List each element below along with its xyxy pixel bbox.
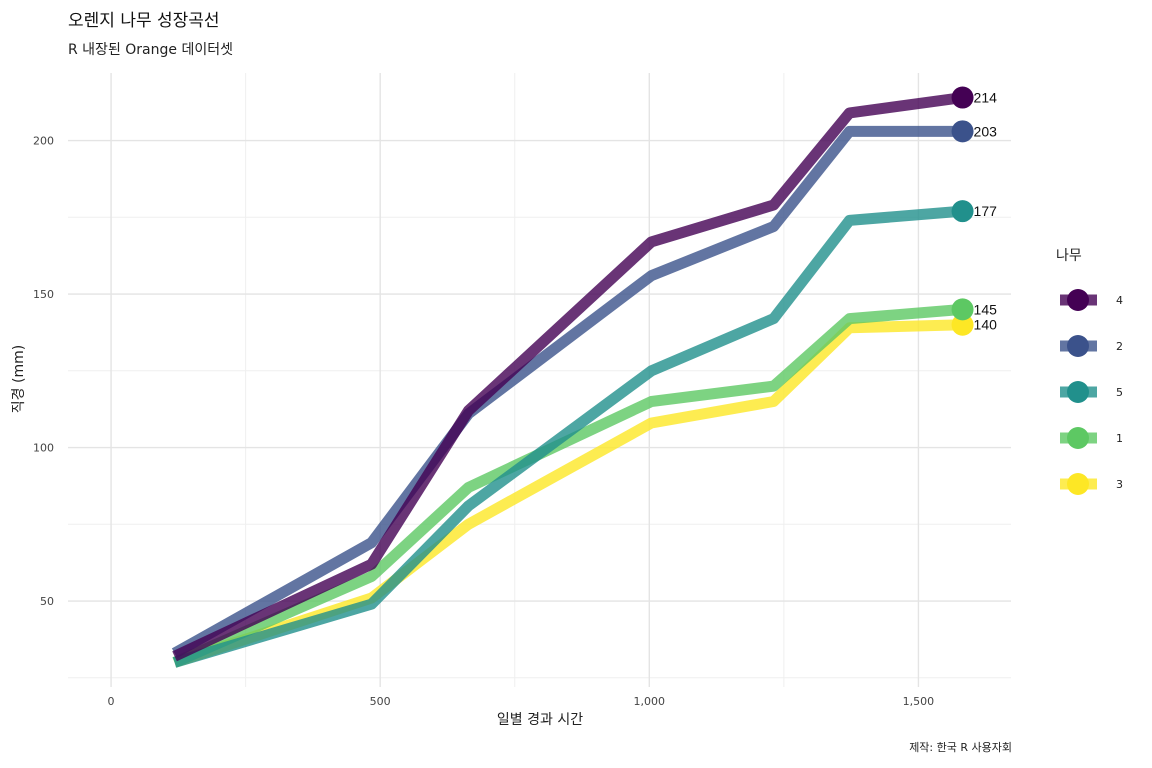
x-axis-label: 일별 경과 시간 bbox=[497, 712, 583, 728]
legend-label: 4 bbox=[1116, 294, 1123, 307]
legend: 나무 4 2 5 1 3 bbox=[1056, 248, 1123, 495]
end-label-3: 140 bbox=[974, 317, 998, 333]
end-point-1 bbox=[951, 298, 974, 321]
end-label-5: 177 bbox=[974, 203, 998, 219]
x-tick-label: 500 bbox=[370, 695, 391, 708]
legend-key-point bbox=[1067, 381, 1089, 403]
x-tick-label: 1,500 bbox=[903, 695, 935, 708]
end-label-2: 203 bbox=[974, 123, 998, 139]
end-points bbox=[951, 86, 974, 336]
series-line-2 bbox=[171, 125, 963, 659]
y-tick-label: 100 bbox=[33, 442, 54, 455]
x-tick-label: 0 bbox=[108, 695, 115, 708]
end-point-3 bbox=[951, 313, 974, 336]
legend-item-2: 2 bbox=[1060, 335, 1123, 357]
series-line-4 bbox=[172, 92, 964, 662]
series-line-5 bbox=[173, 205, 964, 668]
end-point-5 bbox=[951, 200, 974, 223]
legend-key-point bbox=[1067, 335, 1089, 357]
legend-key-point bbox=[1067, 427, 1089, 449]
end-label-1: 145 bbox=[974, 301, 998, 317]
chart-subtitle: R 내장된 Orange 데이터셋 bbox=[68, 42, 233, 58]
end-point-2 bbox=[951, 120, 974, 143]
chart-title: 오렌지 나무 성장곡선 bbox=[68, 11, 220, 31]
y-tick-label: 200 bbox=[33, 135, 54, 148]
legend-label: 3 bbox=[1116, 478, 1123, 491]
tick-labels: 0 500 1,000 1,500 50 100 150 200 bbox=[33, 135, 934, 708]
legend-title: 나무 bbox=[1056, 248, 1082, 264]
legend-key-point bbox=[1067, 473, 1089, 495]
legend-label: 5 bbox=[1116, 386, 1123, 399]
legend-key-point bbox=[1067, 289, 1089, 311]
legend-label: 2 bbox=[1116, 340, 1123, 353]
series-line-1 bbox=[172, 303, 964, 668]
end-point-4 bbox=[951, 86, 974, 109]
legend-label: 1 bbox=[1116, 432, 1123, 445]
y-axis-label: 직경 (mm) bbox=[11, 345, 27, 413]
grid bbox=[68, 73, 1011, 687]
x-tick-label: 1,000 bbox=[634, 695, 666, 708]
legend-item-1: 1 bbox=[1060, 427, 1123, 449]
legend-item-4: 4 bbox=[1060, 289, 1123, 311]
y-tick-label: 50 bbox=[40, 595, 54, 608]
chart-caption: 제작: 한국 R 사용자회 bbox=[909, 741, 1012, 754]
y-tick-label: 150 bbox=[33, 288, 54, 301]
series-lines bbox=[171, 92, 964, 668]
end-label-4: 214 bbox=[974, 90, 998, 106]
legend-item-5: 5 bbox=[1060, 381, 1123, 403]
legend-item-3: 3 bbox=[1060, 473, 1123, 495]
